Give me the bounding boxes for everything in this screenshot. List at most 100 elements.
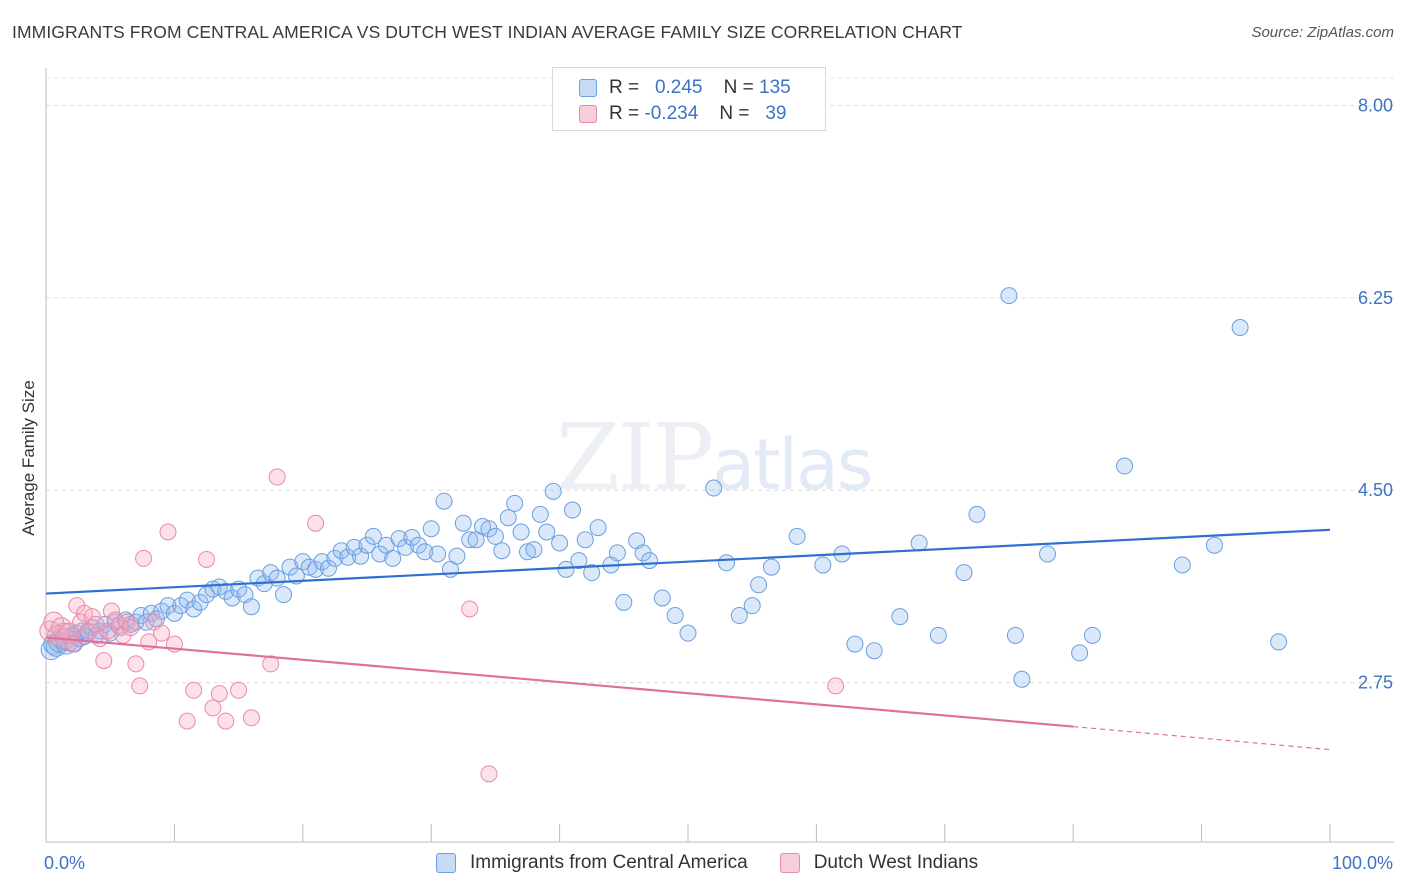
point-central-america: [570, 552, 588, 570]
point-central-america: [506, 494, 524, 512]
point-central-america: [640, 552, 658, 570]
point-central-america: [583, 564, 601, 582]
point-central-america: [608, 544, 626, 562]
point-central-america: [519, 543, 536, 561]
point-central-america: [275, 586, 293, 604]
point-central-america: [1006, 626, 1024, 644]
point-central-america: [743, 597, 761, 615]
trend-line-dutch-west-indian: [45, 636, 1074, 728]
data-points: [39, 287, 1288, 783]
point-central-america: [557, 560, 575, 578]
point-dutch-west-indian: [242, 709, 260, 727]
point-central-america: [705, 479, 723, 497]
point-central-america: [313, 553, 331, 571]
y-axis-title: Average Family Size: [19, 380, 38, 536]
point-central-america: [352, 547, 370, 565]
point-dutch-west-indian: [480, 765, 498, 783]
y-tick-label: 8.00: [1358, 95, 1393, 115]
point-central-america: [268, 569, 286, 587]
point-central-america: [814, 556, 832, 574]
point-central-america: [499, 509, 517, 527]
point-dutch-west-indian: [43, 611, 65, 633]
point-central-america: [493, 542, 511, 560]
point-central-america: [615, 593, 633, 611]
point-central-america: [1173, 556, 1191, 574]
point-dutch-west-indian: [230, 681, 248, 699]
point-dutch-west-indian: [153, 624, 171, 642]
point-central-america: [544, 482, 562, 500]
point-central-america: [422, 520, 440, 538]
point-central-america: [345, 538, 363, 556]
point-central-america: [461, 531, 479, 549]
point-central-america: [371, 545, 389, 563]
trend-line-dutch-west-indian-extension: [1073, 725, 1331, 751]
legend-r-value: 0.245: [654, 77, 703, 98]
point-central-america: [339, 548, 357, 566]
point-central-america: [538, 523, 556, 541]
series-legend-item-dutch-west-indians[interactable]: Dutch West Indians: [779, 852, 979, 874]
point-central-america: [242, 598, 260, 616]
point-dutch-west-indian: [83, 608, 101, 626]
chart-title: IMMIGRANTS FROM CENTRAL AMERICA VS DUTCH…: [12, 22, 963, 42]
point-central-america: [281, 558, 299, 576]
point-dutch-west-indian: [159, 523, 177, 541]
point-central-america: [178, 591, 196, 609]
x-tick-label: 100.0%: [1332, 853, 1393, 873]
point-central-america: [1205, 536, 1223, 554]
point-dutch-west-indian: [827, 677, 845, 695]
point-dutch-west-indian: [95, 652, 113, 670]
point-dutch-west-indian: [268, 468, 286, 486]
point-central-america: [384, 549, 402, 567]
point-dutch-west-indian: [217, 712, 235, 730]
point-central-america: [300, 558, 318, 576]
trend-line-central-america: [45, 528, 1331, 595]
y-tick-label: 2.75: [1358, 673, 1393, 693]
point-central-america: [551, 534, 569, 552]
point-central-america: [968, 505, 986, 523]
point-central-america: [319, 559, 337, 577]
point-central-america: [762, 558, 780, 576]
point-central-america: [589, 519, 607, 537]
legend-r-label: R =: [609, 103, 640, 124]
point-central-america: [435, 492, 453, 510]
point-dutch-west-indian: [198, 550, 215, 568]
point-central-america: [1000, 287, 1018, 305]
point-central-america: [531, 505, 549, 523]
legend-n-value: 39: [765, 103, 787, 124]
point-central-america: [955, 564, 973, 582]
series-swatch-pink: [779, 853, 800, 873]
point-central-america: [454, 514, 472, 532]
chart-source: Source: ZipAtlas.com: [1251, 24, 1394, 41]
point-dutch-west-indian: [127, 655, 145, 673]
point-central-america: [1116, 457, 1134, 475]
point-central-america: [910, 534, 928, 552]
series-legend: Immigrants from Central America Dutch We…: [436, 852, 1010, 874]
point-central-america: [486, 527, 504, 545]
point-dutch-west-indian: [102, 602, 120, 620]
legend-row-dutch-west-indian: R = -0.234 N = 39: [579, 102, 786, 126]
series-swatch-blue: [436, 853, 456, 873]
watermark-atlas: atlas: [712, 424, 873, 506]
point-central-america: [1270, 633, 1288, 651]
point-dutch-west-indian: [122, 619, 140, 637]
point-central-america: [1013, 670, 1031, 688]
point-central-america: [730, 607, 748, 625]
point-central-america: [718, 554, 736, 572]
series-legend-label: Dutch West Indians: [813, 852, 979, 873]
legend-n-value: 135: [759, 77, 791, 98]
point-dutch-west-indian: [461, 600, 479, 618]
watermark: ZIPatlas: [556, 404, 873, 511]
point-central-america: [217, 582, 235, 600]
point-central-america: [390, 530, 408, 548]
series-legend-item-central-america[interactable]: Immigrants from Central America: [436, 852, 748, 874]
point-central-america: [332, 542, 350, 560]
point-central-america: [1231, 319, 1249, 337]
point-central-america: [788, 527, 806, 545]
point-central-america: [512, 523, 530, 541]
axes: [45, 68, 1394, 843]
legend-row-central-america: R = 0.245 N = 135: [579, 76, 791, 100]
point-central-america: [409, 536, 427, 554]
point-central-america: [576, 531, 594, 549]
point-central-america: [1083, 626, 1101, 644]
